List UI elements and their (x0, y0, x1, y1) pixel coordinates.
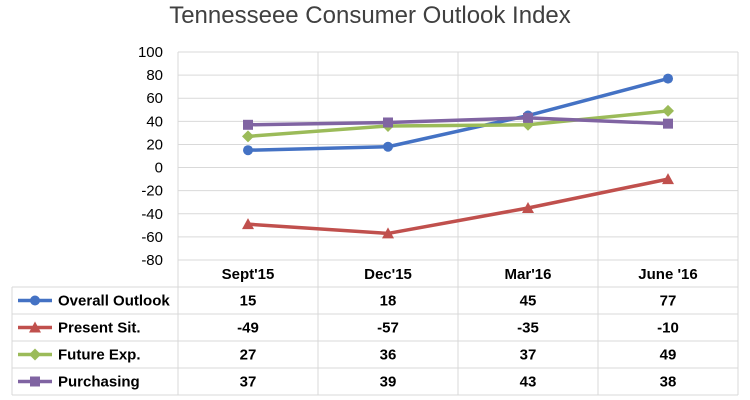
data-point (29, 348, 41, 361)
y-tick-label: 0 (155, 160, 163, 177)
y-axis-ticks: 100 80 60 40 20 0 -20 -40 -60 -80 (138, 44, 163, 269)
table-cell-value: 36 (380, 347, 397, 364)
series-line (247, 177, 669, 236)
series-lines (242, 73, 674, 239)
series-line (247, 109, 669, 139)
table-cell-value: 77 (660, 293, 677, 310)
legend-label: Overall Outlook (58, 293, 170, 310)
data-table: Sept'15 Dec'15 Mar'16 June '16 Overall Outlo… (11, 52, 739, 396)
table-cell-value: 43 (520, 374, 537, 391)
series-line (247, 76, 669, 152)
table-cell-value: 37 (520, 347, 537, 364)
table-cell-value: -49 (237, 320, 259, 337)
category-label: June '16 (638, 266, 697, 283)
data-point (523, 112, 533, 123)
data-point (243, 119, 253, 130)
y-tick-label: -20 (141, 183, 163, 200)
data-point (29, 321, 41, 333)
y-tick-label: -60 (141, 229, 163, 246)
table-cell-value: 49 (660, 347, 677, 364)
category-label: Dec'15 (364, 266, 412, 283)
table-cell-value: -10 (657, 320, 679, 337)
data-point (382, 227, 394, 239)
y-tick-label: -80 (141, 252, 163, 269)
y-tick-label: 60 (146, 90, 163, 107)
data-point (242, 218, 254, 230)
legend-label: Future Exp. (58, 347, 141, 364)
data-point (30, 376, 40, 387)
data-point (383, 141, 393, 152)
data-point (30, 295, 40, 306)
data-point (243, 145, 253, 156)
table-cell-value: 38 (660, 374, 677, 391)
data-point (663, 118, 673, 129)
table-cell-value: 27 (240, 347, 257, 364)
data-point (663, 73, 673, 84)
y-tick-label: 80 (146, 67, 163, 84)
y-tick-label: 100 (138, 44, 163, 61)
table-cell-value: 15 (240, 293, 257, 310)
chart-title: Tennesseee Consumer Outlook Index (169, 2, 571, 29)
data-point (522, 202, 534, 213)
table-cell-value: 45 (520, 293, 537, 310)
legend-label: Purchasing (58, 374, 140, 391)
table-cell-value: -35 (517, 320, 539, 337)
data-point (242, 130, 254, 143)
y-tick-label: -40 (141, 206, 163, 223)
y-tick-label: 40 (146, 113, 163, 130)
data-point (662, 104, 674, 117)
series-line (247, 116, 669, 127)
table-cell-value: -57 (377, 320, 399, 337)
data-point (383, 117, 393, 128)
legend-label: Present Sit. (58, 320, 141, 337)
data-point (662, 173, 674, 185)
category-label: Mar'16 (505, 266, 552, 283)
table-cell-value: 18 (380, 293, 397, 310)
table-cell-value: 39 (380, 374, 397, 391)
category-label: Sept'15 (222, 266, 275, 283)
table-cell-value: 37 (240, 374, 257, 391)
y-tick-label: 20 (146, 136, 163, 153)
